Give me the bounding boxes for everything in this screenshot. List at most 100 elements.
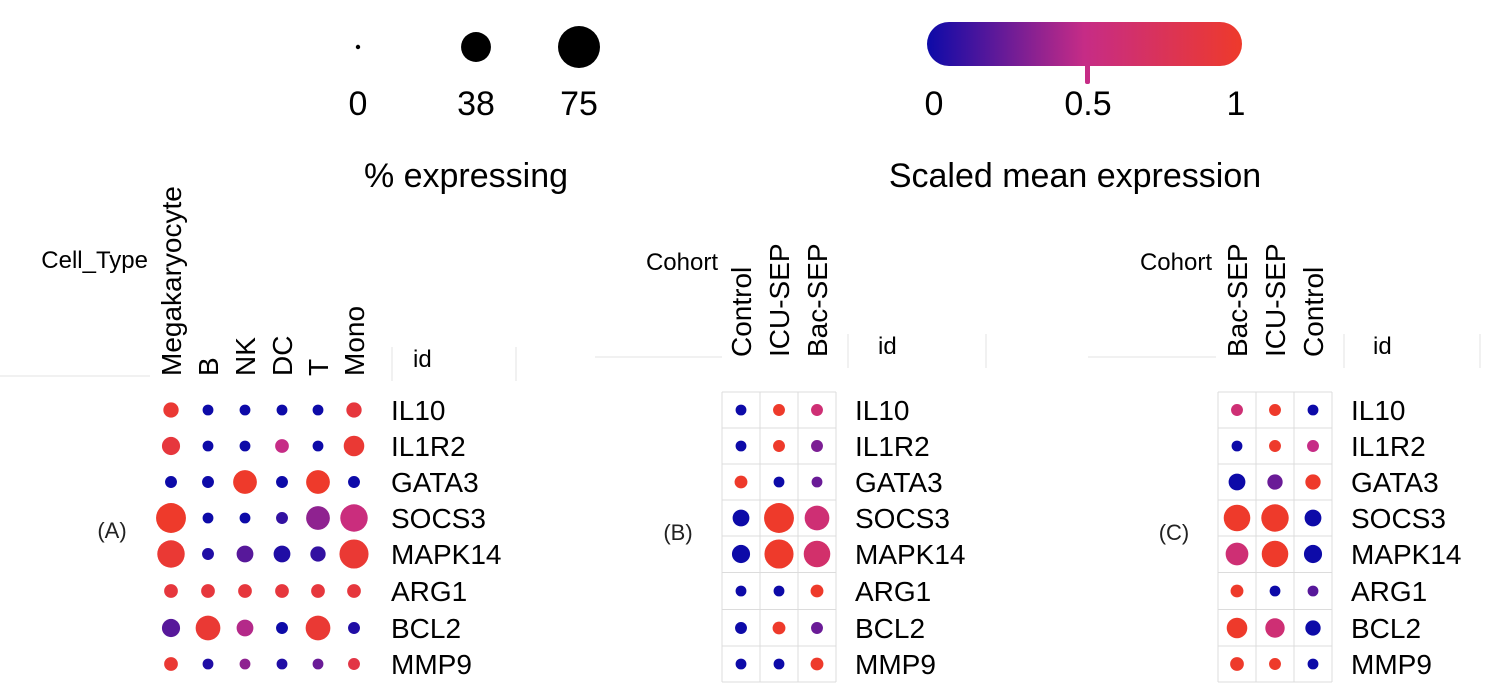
gene-label: IL1R2: [855, 431, 930, 462]
panel-label: (B): [663, 520, 692, 545]
group-title: Cohort: [1140, 249, 1212, 276]
size-legend-dot: [461, 32, 491, 62]
id-header: id: [1373, 333, 1392, 360]
gene-label: MAPK14: [855, 539, 966, 570]
dot-il10-icu-sep: [773, 404, 785, 416]
dot-mmp9-megakaryocyte: [164, 657, 178, 671]
dot-il10-t: [312, 404, 324, 416]
dot-mapk14-nk: [236, 545, 254, 563]
gene-label: MAPK14: [391, 539, 502, 570]
dot-mapk14-control: [731, 544, 751, 564]
size-legend-tick: 0: [349, 85, 368, 123]
dotplot-panel-1: Cell_Type Megakaryocyte B NK DC T Mono id IL10 IL…: [0, 186, 517, 680]
dot-mapk14-icu-sep: [764, 539, 794, 569]
gene-label: IL1R2: [391, 431, 466, 462]
dot-arg1-t: [311, 584, 325, 598]
column-label: Mono: [339, 306, 370, 376]
gene-label: SOCS3: [391, 503, 486, 534]
dot-socs3-bac-sep: [1223, 504, 1251, 532]
dot-gata3-dc: [276, 476, 288, 488]
color-scale-bar: [927, 22, 1242, 66]
dot-arg1-dc: [275, 584, 289, 598]
group-title: Cell_Type: [41, 247, 148, 274]
dot-gata3-control: [734, 475, 748, 489]
dot-socs3-control: [732, 509, 750, 527]
gene-label: GATA3: [1351, 467, 1439, 498]
gene-label: MMP9: [1351, 649, 1432, 680]
dot-il1r2-icu-sep: [1269, 440, 1281, 452]
dotplot-panel-3: Cohort Bac-SEP ICU-SEP Control id IL10 IL1R2 GA…: [1088, 243, 1481, 683]
dot-gata3-nk: [233, 470, 257, 494]
dot-socs3-mono: [340, 504, 368, 532]
dot-gata3-b: [202, 476, 214, 488]
gene-label: MAPK14: [1351, 539, 1462, 570]
dot-mapk14-bac-sep: [1225, 542, 1249, 566]
dot-il10-megakaryocyte: [163, 402, 179, 418]
dot-socs3-bac-sep: [804, 505, 830, 531]
gene-label: MMP9: [855, 649, 936, 680]
dot-mmp9-dc: [276, 658, 288, 670]
gene-label: MMP9: [391, 649, 472, 680]
dot-arg1-megakaryocyte: [164, 584, 178, 598]
dot-bcl2-bac-sep: [1226, 617, 1248, 639]
panel-label: (C): [1159, 520, 1190, 545]
id-header: id: [878, 333, 897, 360]
dot-socs3-megakaryocyte: [156, 503, 186, 533]
gene-label: ARG1: [1351, 576, 1427, 607]
dot-mmp9-icu-sep: [1269, 658, 1281, 670]
dot-mmp9-nk: [239, 658, 251, 670]
column-label: Control: [1298, 267, 1329, 357]
column-label: Control: [726, 267, 757, 357]
dot-mmp9-bac-sep: [1230, 657, 1244, 671]
dot-il10-bac-sep: [811, 404, 823, 416]
gene-label: IL10: [1351, 395, 1406, 426]
dot-il1r2-icu-sep: [773, 440, 785, 452]
dot-socs3-b: [202, 512, 214, 524]
dot-il10-nk: [239, 404, 251, 416]
dot-il1r2-b: [202, 440, 214, 452]
gene-label: GATA3: [855, 467, 943, 498]
id-header: id: [413, 346, 432, 373]
dot-mmp9-control: [1307, 658, 1319, 670]
column-label: T: [303, 359, 334, 376]
color-legend-tick: 0.5: [1064, 85, 1111, 123]
dot-bcl2-t: [305, 615, 331, 641]
dot-mmp9-t: [312, 658, 324, 670]
column-label: Bac-SEP: [1222, 243, 1253, 357]
dot-mmp9-icu-sep: [773, 658, 785, 670]
dot-mapk14-megakaryocyte: [157, 540, 185, 568]
dot-il10-bac-sep: [1231, 404, 1243, 416]
dot-il1r2-bac-sep: [1231, 440, 1243, 452]
dot-mmp9-bac-sep: [810, 657, 824, 671]
dot-mapk14-control: [1303, 544, 1323, 564]
dot-mapk14-icu-sep: [1261, 540, 1289, 568]
dot-gata3-bac-sep: [1228, 473, 1246, 491]
dot-il1r2-control: [1307, 440, 1319, 452]
dot-mapk14-dc: [273, 545, 291, 563]
dot-il1r2-control: [735, 440, 747, 452]
dot-il10-b: [202, 404, 214, 416]
column-label: NK: [230, 337, 261, 376]
gene-label: GATA3: [391, 467, 479, 498]
dot-il10-control: [1307, 404, 1319, 416]
dot-socs3-icu-sep: [764, 503, 794, 533]
dot-il1r2-bac-sep: [811, 440, 823, 452]
dot-bcl2-control: [735, 622, 747, 634]
dot-gata3-bac-sep: [811, 476, 823, 488]
dot-mapk14-bac-sep: [803, 540, 831, 568]
dot-arg1-bac-sep: [1230, 584, 1244, 598]
panel-label: (A): [97, 518, 126, 543]
gene-label: IL1R2: [1351, 431, 1426, 462]
size-legend-tick: 75: [560, 85, 598, 123]
gene-label: ARG1: [391, 576, 467, 607]
color-legend-tick: 0: [925, 85, 944, 123]
dot-il1r2-mono: [343, 435, 365, 457]
dot-arg1-mono: [347, 584, 361, 598]
dot-il1r2-t: [312, 440, 324, 452]
dot-gata3-control: [1305, 474, 1321, 490]
column-label: ICU-SEP: [1260, 243, 1291, 357]
dot-il1r2-megakaryocyte: [161, 436, 181, 456]
dot-socs3-dc: [276, 512, 288, 524]
dot-socs3-t: [306, 506, 330, 530]
